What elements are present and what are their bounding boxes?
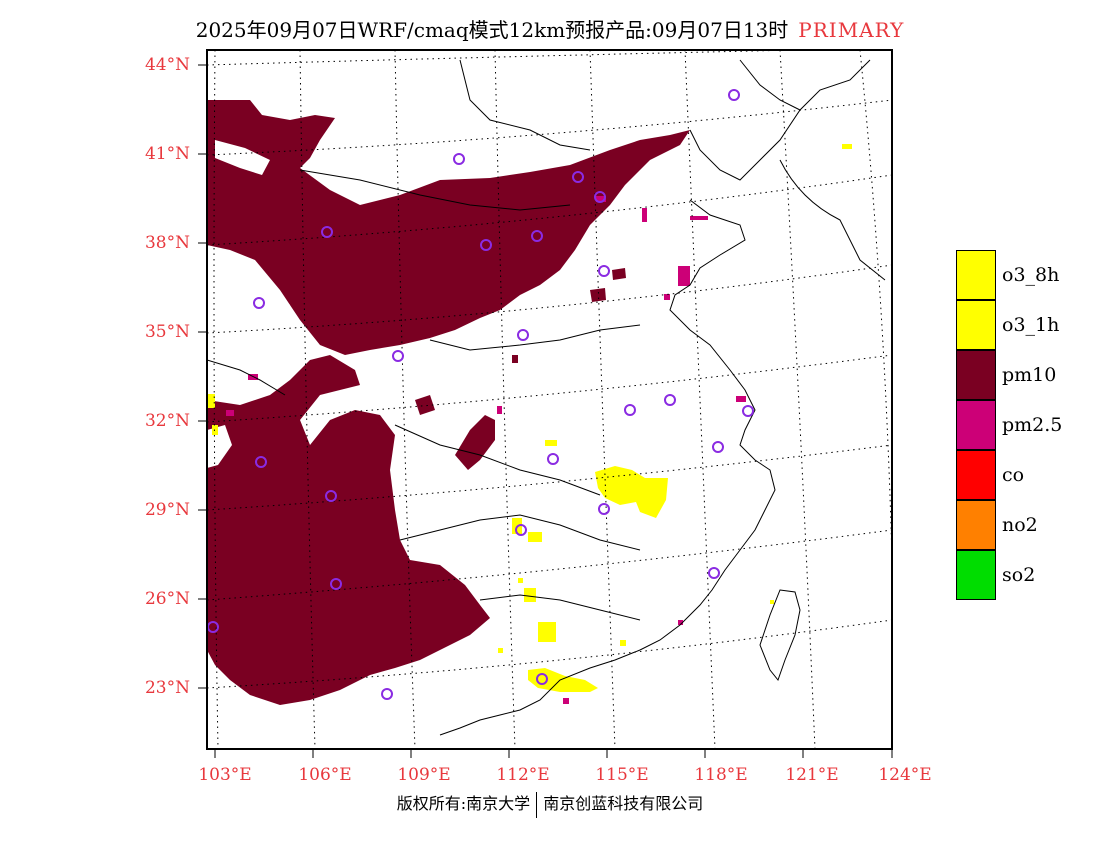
graticule bbox=[207, 50, 892, 749]
pm10-region-southwest bbox=[207, 355, 490, 705]
legend-swatch-no2 bbox=[956, 500, 996, 550]
copyright-left: 版权所有:南京大学 bbox=[396, 794, 531, 813]
lon-label-118: 118°E bbox=[694, 765, 748, 785]
lat-label-29: 29°N bbox=[144, 500, 190, 520]
legend-label-co: co bbox=[1002, 464, 1025, 486]
legend-swatch-o3-1h bbox=[956, 300, 996, 350]
map-title: 2025年09月07日WRF/cmaq模式12km预报产品:09月07日13时 P… bbox=[0, 14, 1100, 43]
lon-label-103: 103°E bbox=[198, 765, 252, 785]
lat-label-23: 23°N bbox=[144, 678, 190, 698]
lat-label-32: 32°N bbox=[144, 411, 190, 431]
legend-label-no2: no2 bbox=[1002, 514, 1038, 536]
o3-patches bbox=[207, 144, 852, 692]
copyright-footer: 版权所有:南京大学 南京创蓝科技有限公司 bbox=[0, 790, 1100, 818]
primary-tag: PRIMARY bbox=[798, 18, 905, 42]
legend-label-o3-1h: o3_1h bbox=[1002, 314, 1060, 336]
legend-label-o3-8h: o3_8h bbox=[1002, 264, 1060, 286]
legend-swatch-co bbox=[956, 450, 996, 500]
legend-swatch-so2 bbox=[956, 550, 996, 600]
lat-label-44: 44°N bbox=[144, 55, 190, 75]
legend-swatch-pm25 bbox=[956, 400, 996, 450]
station-markers bbox=[207, 89, 754, 700]
legend-label-so2: so2 bbox=[1002, 564, 1036, 586]
lon-label-112: 112°E bbox=[496, 765, 550, 785]
legend-label-pm10: pm10 bbox=[1002, 364, 1057, 386]
axis-ticks bbox=[198, 64, 893, 758]
lon-label-124: 124°E bbox=[878, 765, 932, 785]
lon-label-106: 106°E bbox=[298, 765, 352, 785]
map-frame bbox=[206, 49, 893, 750]
legend-label-pm25: pm2.5 bbox=[1002, 414, 1063, 436]
legend-swatch-o3-8h bbox=[956, 250, 996, 300]
lat-label-35: 35°N bbox=[144, 322, 190, 342]
title-text: 2025年09月07日WRF/cmaq模式12km预报产品:09月07日13时 bbox=[195, 18, 789, 42]
copyright-right: 南京创蓝科技有限公司 bbox=[543, 794, 704, 813]
lon-label-121: 121°E bbox=[785, 765, 839, 785]
lon-label-115: 115°E bbox=[595, 765, 649, 785]
lat-label-38: 38°N bbox=[144, 233, 190, 253]
lon-label-109: 109°E bbox=[397, 765, 451, 785]
legend-swatch-pm10 bbox=[956, 350, 996, 400]
map-layers bbox=[207, 50, 892, 749]
boundaries bbox=[207, 59, 886, 736]
lat-label-26: 26°N bbox=[144, 589, 190, 609]
footer-separator bbox=[536, 791, 538, 818]
lat-label-41: 41°N bbox=[144, 144, 190, 164]
